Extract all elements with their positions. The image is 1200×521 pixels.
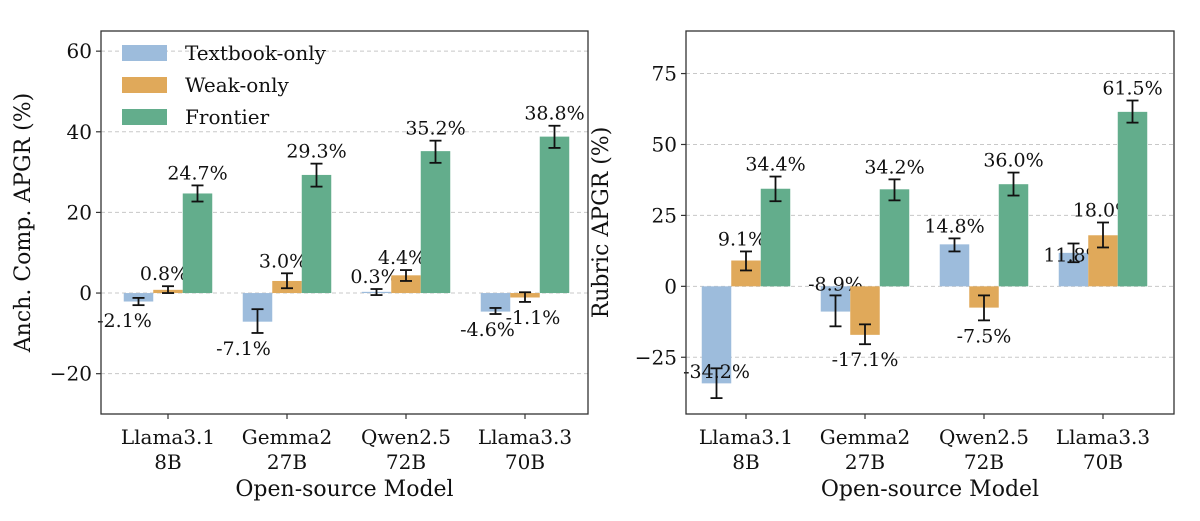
x-tick-label: Qwen2.5 [361, 425, 451, 449]
data-label: 0.3% [350, 266, 398, 288]
x-tick-label: Qwen2.5 [939, 425, 1029, 449]
chart-panel-left: −20 0 20 40 60 -2.1% -7.1% 0.3% -4.6% 0.8% 3.0% 4.4… [11, 30, 589, 502]
data-label: 36.0% [983, 150, 1043, 172]
x-tick-label-size: 70B [505, 450, 545, 474]
bar-frontier-1 [301, 174, 332, 294]
axes-frame [100, 30, 589, 415]
bar-frontier-2 [420, 151, 451, 294]
x-tick-label-size: 8B [154, 450, 181, 474]
y-tick-label: −20 [50, 362, 92, 386]
x-tick-label-size: 70B [1083, 450, 1123, 474]
x-axis-title: Open-source Model [235, 477, 453, 502]
bar-frontier-0 [182, 193, 213, 294]
y-tick-label: 75 [652, 62, 677, 86]
legend-swatch [122, 45, 167, 61]
x-tick-label: Llama3.3 [1056, 425, 1150, 449]
data-label: -7.5% [957, 325, 1012, 347]
data-label: -2.1% [97, 310, 152, 332]
data-label: -8.9% [808, 273, 863, 295]
data-label: 14.8% [924, 215, 984, 237]
y-axis-title: Anch. Comp. APGR (%) [11, 93, 36, 353]
y-tick-label: −25 [635, 345, 677, 369]
x-tick-label-size: 27B [267, 450, 307, 474]
x-tick-label: Llama3.3 [478, 425, 572, 449]
y-tick-label: 25 [652, 203, 677, 227]
legend-label: Weak-only [185, 73, 290, 97]
legend-swatch [122, 77, 167, 93]
x-tick-label-size: 72B [964, 450, 1004, 474]
x-tick-label: Gemma2 [242, 425, 332, 449]
x-axis-title: Open-source Model [821, 477, 1039, 502]
data-label: 61.5% [1102, 78, 1162, 100]
bar-textbook-only-0 [701, 286, 732, 384]
bar-textbook-only-3 [480, 293, 511, 312]
legend-label: Textbook-only [185, 41, 327, 65]
y-tick-label: 0 [664, 274, 677, 298]
data-label: 38.8% [524, 103, 584, 125]
x-tick-label-size: 27B [845, 450, 885, 474]
y-tick-label: 60 [67, 39, 92, 63]
data-label: 9.1% [718, 228, 766, 250]
x-tick-label: Gemma2 [820, 425, 910, 449]
data-label: 3.0% [259, 250, 307, 272]
bar-frontier-3 [539, 136, 570, 294]
x-tick-label-size: 8B [732, 450, 759, 474]
legend-swatch [122, 109, 167, 125]
data-label: 34.2% [864, 156, 924, 178]
chart-panel-right: −250255075-34.2%-8.9%14.8%11.8%9.1%-17.1… [589, 30, 1175, 502]
data-label: 34.4% [745, 154, 805, 176]
data-label: 29.3% [286, 141, 346, 163]
axes-frame [685, 30, 1175, 415]
bar-frontier-0 [760, 188, 791, 287]
x-tick-label: Llama3.1 [121, 425, 215, 449]
data-label: -1.1% [506, 307, 561, 329]
y-axis-title: Rubric APGR (%) [589, 127, 614, 319]
bar-frontier-3 [1117, 111, 1148, 287]
x-tick-label-size: 72B [386, 450, 426, 474]
data-label: -4.6% [460, 319, 515, 341]
y-tick-label: 40 [67, 120, 92, 144]
data-label: 35.2% [405, 118, 465, 140]
legend: Textbook-only Weak-only Frontier [122, 41, 327, 129]
data-label: -17.1% [832, 349, 899, 371]
data-label: -7.1% [216, 338, 271, 360]
data-label: -34.2% [683, 361, 750, 383]
bar-weak-only-2 [391, 275, 421, 294]
bar-frontier-2 [998, 184, 1029, 287]
y-tick-label: 0 [79, 281, 92, 305]
data-label: 4.4% [378, 247, 426, 269]
x-tick-label: Llama3.1 [699, 425, 793, 449]
bar-frontier-1 [879, 189, 910, 287]
data-label: 0.8% [140, 263, 188, 285]
y-tick-label: 20 [67, 200, 92, 224]
data-label: 24.7% [167, 162, 227, 184]
y-tick-label: 50 [652, 132, 677, 156]
legend-label: Frontier [185, 105, 270, 129]
